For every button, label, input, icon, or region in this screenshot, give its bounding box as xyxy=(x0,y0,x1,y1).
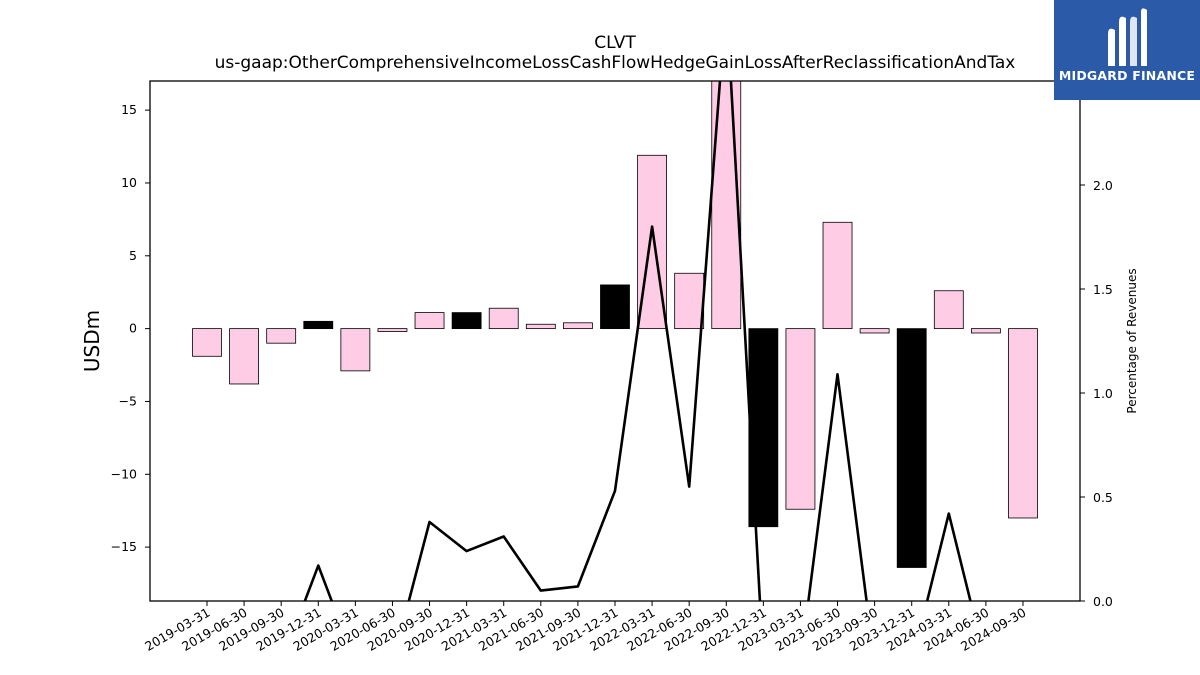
bar-2020-03-31 xyxy=(340,328,371,372)
bar-2023-09-30 xyxy=(859,328,890,334)
bar-2019-09-30 xyxy=(266,328,297,344)
y2-tick-label: 0.5 xyxy=(1093,490,1113,505)
y-tick-label: 5 xyxy=(129,248,137,263)
bar-2020-09-30 xyxy=(414,312,445,330)
midgard-m-logo-icon xyxy=(1108,8,1147,67)
y2-tick-label: 2.0 xyxy=(1093,178,1113,193)
bar-2023-12-31 xyxy=(896,328,927,568)
y2-tick-label: 1.5 xyxy=(1093,282,1113,297)
bar-2020-06-30 xyxy=(377,328,408,332)
percentage-of-revenues-line xyxy=(303,81,972,601)
bar-2019-06-30 xyxy=(229,328,259,385)
bar-2019-03-31 xyxy=(192,328,222,357)
bar-2021-09-30 xyxy=(563,322,593,330)
bar-2021-03-31 xyxy=(488,307,519,330)
y2-axis-label: Percentage of Revenues xyxy=(1125,268,1139,413)
y-tick-label: −10 xyxy=(111,466,137,481)
y-tick-label: 15 xyxy=(121,102,137,117)
bar-2022-06-30 xyxy=(674,272,705,330)
bar-2021-06-30 xyxy=(525,323,556,330)
bar-2020-12-31 xyxy=(451,312,482,330)
y-tick-label: 0 xyxy=(129,321,137,336)
bar-2023-06-30 xyxy=(822,221,853,330)
logo-text: MIDGARD FINANCE xyxy=(1058,68,1196,83)
y-tick-label: −15 xyxy=(111,539,137,554)
y2-tick-label: 0.0 xyxy=(1093,594,1113,609)
y-tick-label: −5 xyxy=(119,393,137,408)
chart-subtitle: us-gaap:OtherComprehensiveIncomeLossCash… xyxy=(215,53,1016,73)
bar-2019-12-31 xyxy=(303,320,334,330)
y2-tick-label: 1.0 xyxy=(1093,386,1113,401)
chart-title: CLVT xyxy=(594,33,636,53)
bar-2021-12-31 xyxy=(600,284,630,330)
bar-2024-06-30 xyxy=(970,328,1001,334)
bar-2024-09-30 xyxy=(1008,328,1038,519)
bar-2024-03-31 xyxy=(933,290,964,330)
bar-2023-03-31 xyxy=(785,328,816,510)
midgard-finance-logo: MIDGARD FINANCE xyxy=(1054,0,1200,100)
y-tick-label: 10 xyxy=(121,175,137,190)
line-layer xyxy=(303,81,972,601)
y-axis-label: USDm xyxy=(80,310,104,372)
